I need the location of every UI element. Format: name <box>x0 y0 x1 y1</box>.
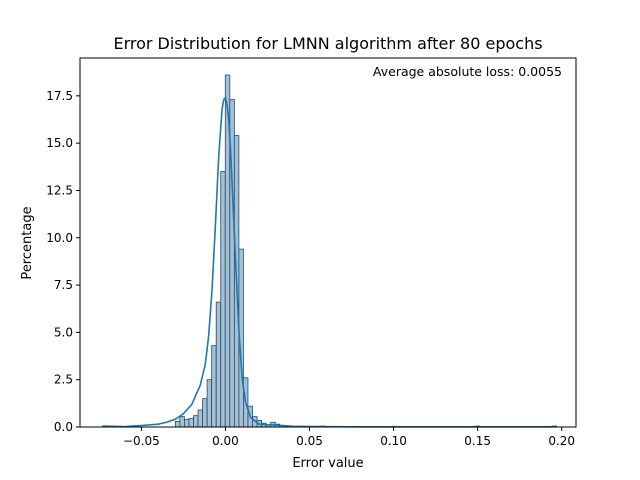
y-tick-label: 15.0 <box>46 136 73 150</box>
y-tick-label: 7.5 <box>54 278 73 292</box>
x-axis-ticks: −0.05 0.00 0.05 0.10 0.15 0.20 <box>123 427 575 448</box>
axes-background <box>80 58 576 427</box>
chart-title: Error Distribution for LMNN algorithm af… <box>113 34 542 53</box>
y-tick-label: 0.0 <box>54 420 73 434</box>
x-tick-label: −0.05 <box>123 434 160 448</box>
histogram-bar <box>215 301 222 428</box>
histogram-bar <box>197 409 203 428</box>
y-axis-label: Percentage <box>20 206 35 279</box>
y-axis-ticks: 0.0 2.5 5.0 7.5 10.0 12.5 15.0 17.5 <box>46 89 80 434</box>
histogram-bar <box>193 415 199 428</box>
histogram-bar <box>211 345 217 428</box>
x-tick-label: 0.05 <box>296 434 323 448</box>
x-tick-label: 0.20 <box>548 434 575 448</box>
histogram-bar <box>174 420 181 428</box>
histogram-bar <box>184 419 190 428</box>
axes-frame <box>79 57 577 428</box>
x-tick-label: 0.15 <box>464 434 491 448</box>
histogram-bar <box>188 418 194 428</box>
histogram-bar <box>206 379 213 428</box>
y-tick-label: 17.5 <box>46 89 73 103</box>
y-tick-label: 10.0 <box>46 231 73 245</box>
y-tick-label: 2.5 <box>54 373 73 387</box>
x-tick-label: 0.00 <box>212 434 239 448</box>
histogram-bar <box>202 398 208 428</box>
x-axis-label: Error value <box>292 456 363 471</box>
plot-area <box>79 57 577 428</box>
kde-line <box>102 96 554 428</box>
x-tick-label: 0.10 <box>380 434 407 448</box>
y-tick-label: 12.5 <box>46 183 73 197</box>
y-tick-label: 5.0 <box>54 325 73 339</box>
histogram-bar <box>220 171 226 428</box>
histogram-bar <box>179 416 185 428</box>
average-loss-annotation: Average absolute loss: 0.0055 <box>373 64 562 79</box>
